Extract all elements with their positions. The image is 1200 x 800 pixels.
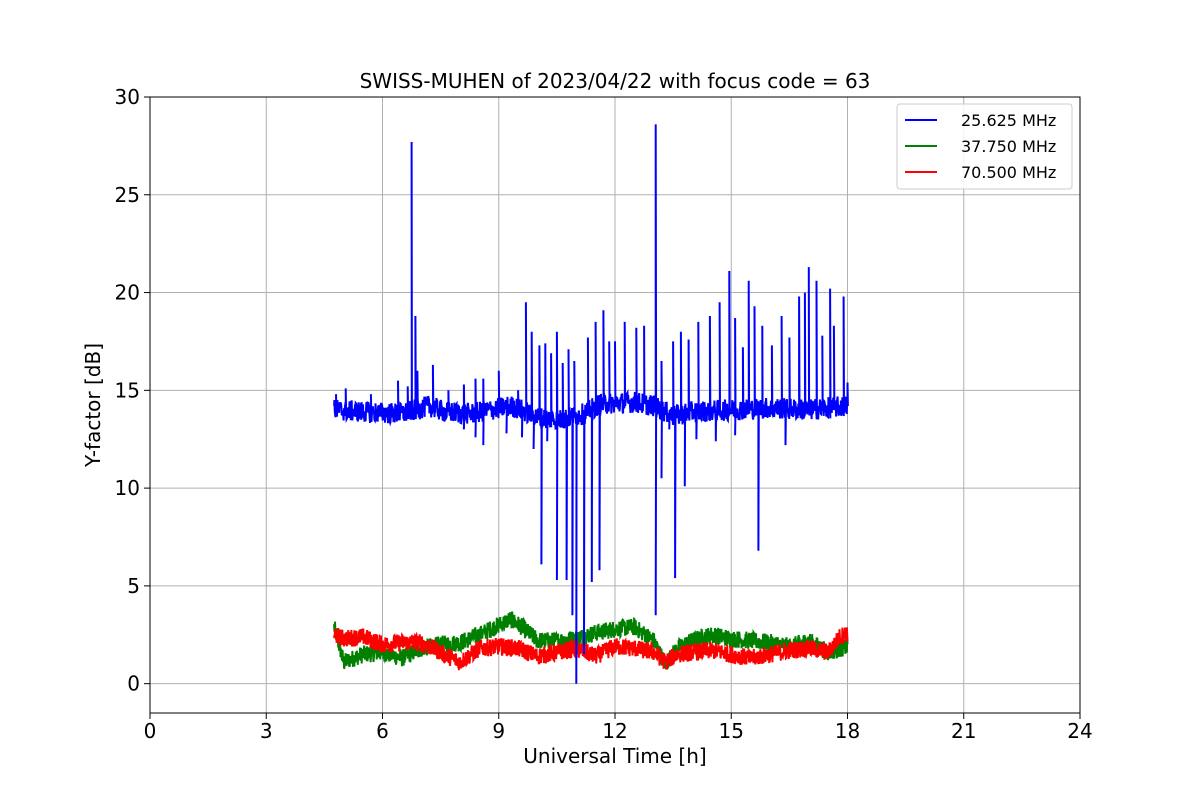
x-tick-label: 18 [835,719,860,743]
legend: 25.625 MHz 37.750 MHz 70.500 MHz [896,103,1073,190]
x-tick-label: 9 [492,719,505,743]
series-line-25625 [333,124,849,684]
x-tick-label: 24 [1067,719,1092,743]
y-tick-label: 20 [115,281,140,305]
x-tick-label: 6 [376,719,389,743]
y-tick-label: 15 [115,378,140,402]
x-axis-label: Universal Time [h] [523,744,706,768]
series-line-2 [333,627,849,671]
legend-label: 37.750 MHz [961,137,1056,156]
x-tick-label: 0 [144,719,157,743]
chart-title: SWISS-MUHEN of 2023/04/22 with focus cod… [360,69,871,93]
x-tick-label: 3 [260,719,273,743]
legend-box [896,103,1073,190]
y-tick-label: 5 [127,574,140,598]
x-tick-label: 12 [602,719,627,743]
x-tick-label: 15 [719,719,744,743]
series-1 [333,611,849,670]
y-tick-label: 30 [115,85,140,109]
plot-series [333,124,849,684]
y-tick-label: 0 [127,672,140,696]
legend-label: 25.625 MHz [961,111,1056,130]
y-axis-label: Y-factor [dB] [81,343,105,468]
series-2 [333,627,849,671]
y-tick-label: 25 [115,183,140,207]
series-0 [333,124,849,684]
legend-label: 70.500 MHz [961,163,1056,182]
series-line-1 [333,611,849,670]
axis-ticks: 0 3 6 9 12 15 18 21 24 0 5 10 15 20 25 30 [115,85,1093,743]
y-tick-label: 10 [115,476,140,500]
x-tick-label: 21 [951,719,976,743]
